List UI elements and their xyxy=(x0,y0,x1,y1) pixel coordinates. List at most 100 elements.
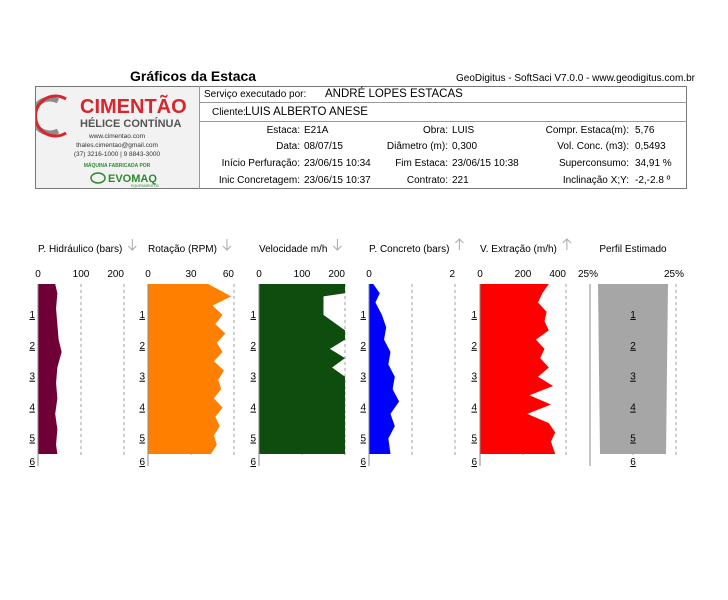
velocidade-m-h-depth-tick: 4 xyxy=(250,403,256,414)
logo-subtitle: HÉLICE CONTÍNUA xyxy=(80,117,182,130)
velocidade-m-h-panel: Velocidade m/h 0 100 200 1 2 3 4 5 6 xyxy=(250,239,345,468)
page-title: Gráficos da Estaca xyxy=(130,68,257,84)
logo-email: thales.cimentao@gmail.com xyxy=(76,142,158,149)
perfil-estimado-area xyxy=(598,284,668,454)
p-concreto-bars-title: P. Concreto (bars) xyxy=(369,244,449,255)
perfil-estimado-panel: Perfil Estimado 25% 25% 1 2 3 4 5 6 xyxy=(578,244,684,468)
velocidade-m-h-area xyxy=(259,284,345,454)
diametro-label: Diâmetro (m): xyxy=(386,141,448,152)
velocidade-m-h-depth-tick: 1 xyxy=(250,310,256,321)
rotacao-rpm-xtick: 30 xyxy=(185,269,197,280)
arrow-up-icon xyxy=(455,238,464,250)
service-value: ANDRÉ LOPES ESTACAS xyxy=(325,88,463,100)
logo-phones: (37) 3216-1000 | 9 8843-3000 xyxy=(74,151,161,158)
rotacao-rpm-depth-tick: 6 xyxy=(139,457,145,468)
p-concreto-bars-xtick: 0 xyxy=(366,269,372,280)
rotacao-rpm-depth-tick: 4 xyxy=(139,403,145,414)
perfil-estimado-depth-tick: 6 xyxy=(630,457,636,468)
perfil-estimado-depth-tick: 1 xyxy=(630,310,636,321)
v-extracao-m-h-depth-tick: 5 xyxy=(471,434,477,445)
v-extracao-m-h-xtick: 0 xyxy=(477,269,483,280)
vol-conc-value: 0,5493 xyxy=(635,141,666,152)
v-extracao-m-h-panel: V. Extração (m/h) 0 200 400 1 2 3 4 5 6 xyxy=(471,238,572,468)
perfil-estimado-xtick: 25% xyxy=(664,269,684,280)
contrato-label: Contrato: xyxy=(406,175,448,186)
velocidade-m-h-depth-tick: 2 xyxy=(250,341,256,352)
rotacao-rpm-area xyxy=(148,284,232,454)
contrato-value: 221 xyxy=(452,175,469,186)
p-concreto-bars-xtick: 2 xyxy=(449,269,455,280)
v-extracao-m-h-depth-tick: 4 xyxy=(471,403,477,414)
velocidade-m-h-depth-tick: 6 xyxy=(250,457,256,468)
inicio-perfuracao-value: 23/06/15 10:34 xyxy=(304,158,371,169)
p-concreto-bars-panel: P. Concreto (bars) 0 2 1 2 3 4 5 6 xyxy=(360,238,464,468)
obra-label: Obra: xyxy=(422,125,448,136)
rotacao-rpm-xtick: 60 xyxy=(223,269,235,280)
p-concreto-bars-area xyxy=(369,284,400,454)
perfil-estimado-depth-tick: 3 xyxy=(630,372,636,383)
p-hidraulico-bars-depth-tick: 1 xyxy=(29,310,35,321)
p-concreto-bars-depth-tick: 3 xyxy=(360,372,366,383)
v-extracao-m-h-area xyxy=(480,284,556,454)
p-hidraulico-bars-depth-tick: 6 xyxy=(29,457,35,468)
divider xyxy=(199,102,687,103)
perfil-estimado-depth-tick: 4 xyxy=(630,403,636,414)
velocidade-m-h-depth-tick: 3 xyxy=(250,372,256,383)
obra-value: LUIS xyxy=(452,125,475,136)
velocidade-m-h-xtick: 200 xyxy=(328,269,345,280)
inic-concretagem-value: 23/06/15 10:37 xyxy=(304,175,371,186)
company-logo: CIMENTÃO HÉLICE CONTÍNUA www.cimentao.co… xyxy=(36,87,199,188)
estaca-label: Estaca: xyxy=(266,125,300,136)
v-extracao-m-h-depth-tick: 6 xyxy=(471,457,477,468)
velocidade-m-h-xtick: 0 xyxy=(256,269,262,280)
perfil-estimado-xtick: 25% xyxy=(578,269,598,280)
divider xyxy=(199,121,687,122)
velocidade-m-h-xtick: 100 xyxy=(294,269,311,280)
p-hidraulico-bars-xtick: 100 xyxy=(73,269,90,280)
rotacao-rpm-xtick: 0 xyxy=(145,269,151,280)
p-hidraulico-bars-xtick: 200 xyxy=(107,269,124,280)
superconsumo-label: Superconsumo: xyxy=(558,158,629,169)
v-extracao-m-h-depth-tick: 1 xyxy=(471,310,477,321)
rotacao-rpm-panel: Rotação (RPM) 0 30 60 1 2 3 4 5 6 xyxy=(139,239,234,468)
inclinacao-label: Inclinação X;Y: xyxy=(562,175,629,186)
arrow-up-icon xyxy=(562,238,572,250)
vol-conc-label: Vol. Conc. (m3): xyxy=(557,141,629,152)
compr-estaca-label: Compr. Estaca(m): xyxy=(545,125,629,136)
velocidade-m-h-depth-tick: 5 xyxy=(250,434,256,445)
p-concreto-bars-depth-tick: 5 xyxy=(360,434,366,445)
rotacao-rpm-depth-tick: 1 xyxy=(139,310,145,321)
data-value: 08/07/15 xyxy=(304,141,343,152)
p-hidraulico-bars-depth-tick: 5 xyxy=(29,434,35,445)
perfil-estimado-title: Perfil Estimado xyxy=(599,244,667,255)
v-extracao-m-h-xtick: 200 xyxy=(515,269,532,280)
p-hidraulico-bars-depth-tick: 2 xyxy=(29,341,35,352)
rotacao-rpm-depth-tick: 3 xyxy=(139,372,145,383)
diametro-value: 0,300 xyxy=(452,141,478,152)
rotacao-rpm-title: Rotação (RPM) xyxy=(148,244,217,255)
p-hidraulico-bars-depth-tick: 3 xyxy=(29,372,35,383)
rotacao-rpm-depth-tick: 5 xyxy=(139,434,145,445)
fim-estaca-value: 23/06/15 10:38 xyxy=(452,158,519,169)
pile-charts: P. Hidráulico (bars)0 100 200123456Rotação… xyxy=(29,238,684,468)
p-concreto-bars-depth-tick: 6 xyxy=(360,457,366,468)
perfil-estimado-depth-tick: 2 xyxy=(630,341,636,352)
header-panel xyxy=(35,86,687,189)
v-extracao-m-h-xtick: 400 xyxy=(549,269,566,280)
arrow-down-icon xyxy=(222,239,232,251)
service-label: Serviço executado por: xyxy=(204,89,307,100)
logo-manufacturer-sub: EQUIPAMENTOS xyxy=(131,184,160,188)
client-label: Cliente: xyxy=(212,107,246,118)
client-value: LUIS ALBERTO ANESE xyxy=(245,106,368,118)
estaca-value: E21A xyxy=(304,125,329,136)
v-extracao-m-h-title: V. Extração (m/h) xyxy=(480,244,557,255)
p-hidraulico-bars-area xyxy=(38,284,62,454)
inic-concretagem-label: Inic Concretagem: xyxy=(218,175,300,186)
p-concreto-bars-depth-tick: 4 xyxy=(360,403,366,414)
arrow-down-icon xyxy=(127,239,137,251)
p-hidraulico-bars-depth-tick: 4 xyxy=(29,403,35,414)
v-extracao-m-h-depth-tick: 2 xyxy=(471,341,477,352)
superconsumo-value: 34,91 % xyxy=(635,158,672,169)
p-concreto-bars-depth-tick: 1 xyxy=(360,310,366,321)
inclinacao-value: -2,-2.8 º xyxy=(635,175,671,186)
